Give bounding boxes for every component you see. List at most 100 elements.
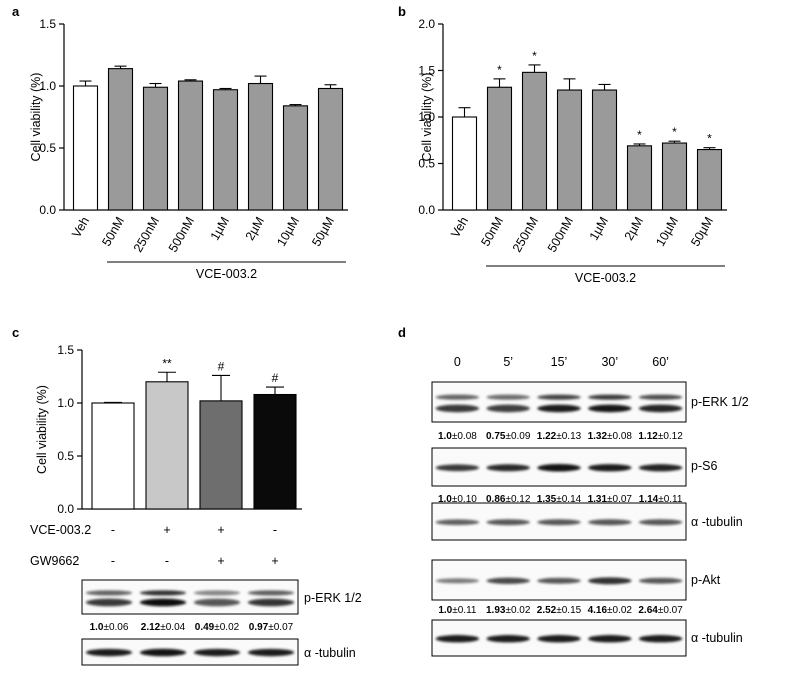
blot-label: α -tubulin xyxy=(691,631,743,645)
chart-b: 0.0 0.5 1.0 1.5 2.0 Cell viability (%) Veh * 50n… xyxy=(418,17,727,285)
quant-sem: ±0.02 xyxy=(607,605,632,616)
y-tick-label: 1.0 xyxy=(57,396,74,410)
y-tick-label: 1.5 xyxy=(418,64,435,78)
blot-band xyxy=(193,598,241,607)
bar xyxy=(486,86,513,211)
blot-label: p-ERK 1/2 xyxy=(304,591,362,605)
y-tick-label: 1.0 xyxy=(39,79,56,93)
quant-mean: 2.52 xyxy=(537,605,557,616)
x-tick-label: 50µM xyxy=(309,215,337,249)
quant-mean: 0.97 xyxy=(249,622,269,633)
treatment-sign: + xyxy=(217,554,224,568)
blot-band xyxy=(587,519,632,526)
quant-sem: ±0.06 xyxy=(103,622,128,633)
blot-band xyxy=(486,394,531,400)
x-tick-label: 2µM xyxy=(243,215,267,243)
panel-label-d: d xyxy=(398,325,406,340)
blot-band xyxy=(638,577,683,584)
bar xyxy=(72,85,99,211)
x-tick-label: 10µM xyxy=(274,215,302,249)
quant-sem: ±0.14 xyxy=(556,494,581,505)
blot-label: p-Akt xyxy=(691,573,721,587)
timepoint-label: 15’ xyxy=(551,355,568,369)
y-tick-label: 1.5 xyxy=(57,343,74,357)
treatment-sign: - xyxy=(111,554,115,568)
quant-value: 1.0±0.06 xyxy=(90,622,129,633)
bar xyxy=(177,80,204,211)
quant-sem: ±0.15 xyxy=(556,605,581,616)
blot-band xyxy=(537,404,581,413)
bar xyxy=(91,402,135,510)
group-label: VCE-003.2 xyxy=(196,267,257,281)
treatment-sign: + xyxy=(163,523,170,537)
significance-mark: * xyxy=(532,49,537,63)
bar xyxy=(521,71,548,211)
y-tick-label: 0.5 xyxy=(57,449,74,463)
y-tick-label: 1.5 xyxy=(39,17,56,31)
timepoint-label: 5’ xyxy=(503,355,513,369)
quant-mean: 1.31 xyxy=(588,494,608,505)
quant-sem: ±0.02 xyxy=(505,605,530,616)
y-axis-label: Cell viability (%) xyxy=(420,73,434,162)
blot-band xyxy=(247,598,295,607)
bar xyxy=(626,145,653,211)
blot-band xyxy=(638,464,683,472)
bar xyxy=(451,116,478,211)
blot-band xyxy=(435,404,480,413)
y-tick-label: 2.0 xyxy=(418,17,435,31)
blot-band xyxy=(247,648,295,657)
quant-value: 1.0±0.11 xyxy=(438,605,477,616)
bar xyxy=(212,89,239,211)
quant-value: 0.97±0.07 xyxy=(249,622,294,633)
blot-band xyxy=(587,394,632,400)
quant-mean: 1.35 xyxy=(537,494,557,505)
bar xyxy=(282,105,309,211)
treatment-label: VCE-003.2 xyxy=(30,523,91,537)
quant-mean: 1.12 xyxy=(638,431,658,442)
blot-band xyxy=(638,519,683,526)
treatment-sign: - xyxy=(273,523,277,537)
blot-band xyxy=(435,394,480,400)
quant-mean: 1.32 xyxy=(588,431,608,442)
x-tick-label: Veh xyxy=(69,214,92,240)
quant-value: 1.31±0.07 xyxy=(588,494,633,505)
blot-band xyxy=(85,590,133,596)
blot-band xyxy=(638,394,683,400)
quant-sem: ±0.07 xyxy=(268,622,293,633)
quant-mean: 1.0 xyxy=(438,431,452,442)
quant-value: 1.32±0.08 xyxy=(588,431,633,442)
quant-sem: ±0.08 xyxy=(452,431,477,442)
quant-mean: 0.86 xyxy=(486,494,506,505)
panel-label-c: c xyxy=(12,325,19,340)
bar xyxy=(145,381,189,510)
bar xyxy=(661,142,688,211)
x-tick-label: 500nM xyxy=(545,215,576,255)
quant-sem: ±0.12 xyxy=(658,431,683,442)
blot-band xyxy=(435,578,480,584)
blots-c: p-ERK 1/21.0±0.06 2.12±0.04 0.49±0.02 0.97±… xyxy=(81,579,362,666)
x-tick-label: 250nM xyxy=(131,215,162,255)
blot-band xyxy=(587,635,632,643)
blot-band xyxy=(537,577,581,584)
x-tick-label: 50nM xyxy=(99,215,127,249)
blot-band xyxy=(537,519,581,526)
quant-value: 1.14±0.11 xyxy=(639,494,683,505)
y-tick-label: 0.5 xyxy=(418,157,435,171)
quant-value: 4.16±0.02 xyxy=(588,605,633,616)
blot-band xyxy=(486,464,531,472)
blot-band xyxy=(638,635,683,643)
bar xyxy=(591,89,618,211)
quant-sem: ±0.11 xyxy=(658,494,683,505)
chart-a: 0.0 0.5 1.0 1.5 Cell viability (%) Veh 50nM 250… xyxy=(29,17,348,281)
blot-band xyxy=(139,648,187,657)
y-axis-label: Cell viability (%) xyxy=(35,385,49,474)
group-label: VCE-003.2 xyxy=(575,271,636,285)
bar xyxy=(696,149,723,211)
blot-band xyxy=(435,464,480,472)
x-tick-label: 50nM xyxy=(478,215,506,249)
x-tick-label: 10µM xyxy=(653,215,681,249)
blot-label: α -tubulin xyxy=(691,515,743,529)
bar xyxy=(317,87,344,211)
blot-band xyxy=(435,635,480,643)
y-tick-label: 1.0 xyxy=(418,110,435,124)
